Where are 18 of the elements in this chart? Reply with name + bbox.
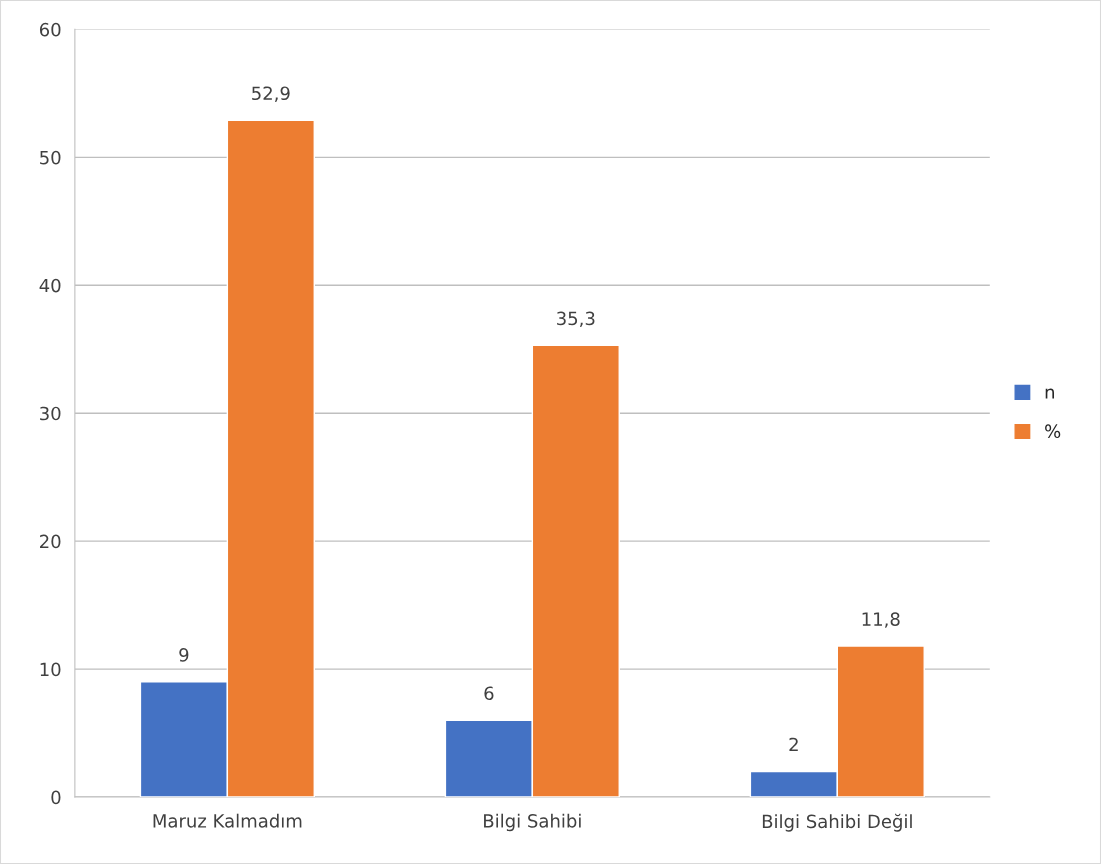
y-tick-label: 10 <box>40 662 61 677</box>
data-label: 2 <box>789 737 798 752</box>
y-tick-label: 40 <box>39 278 61 293</box>
data-label: 6 <box>484 686 494 701</box>
data-label: 35,3 <box>557 311 595 328</box>
y-tick-label: 50 <box>40 150 61 165</box>
y-tick-label: 60 <box>39 22 61 37</box>
data-label: 11,8 <box>862 612 900 628</box>
x-tick-label: Maruz Kalmadım <box>153 813 302 828</box>
data-label: 9 <box>179 648 189 662</box>
y-tick-label: 30 <box>40 406 61 421</box>
legend-label: % <box>1045 424 1061 439</box>
x-tick-label: Bilgi Sahibi Değil <box>762 813 912 832</box>
y-tick-label: 20 <box>40 534 61 549</box>
y-tick-label: 0 <box>51 790 61 805</box>
x-tick-label: Bilgi Sahibi <box>484 813 581 832</box>
legend-label: n <box>1045 388 1054 399</box>
data-label: 52,9 <box>252 86 290 102</box>
